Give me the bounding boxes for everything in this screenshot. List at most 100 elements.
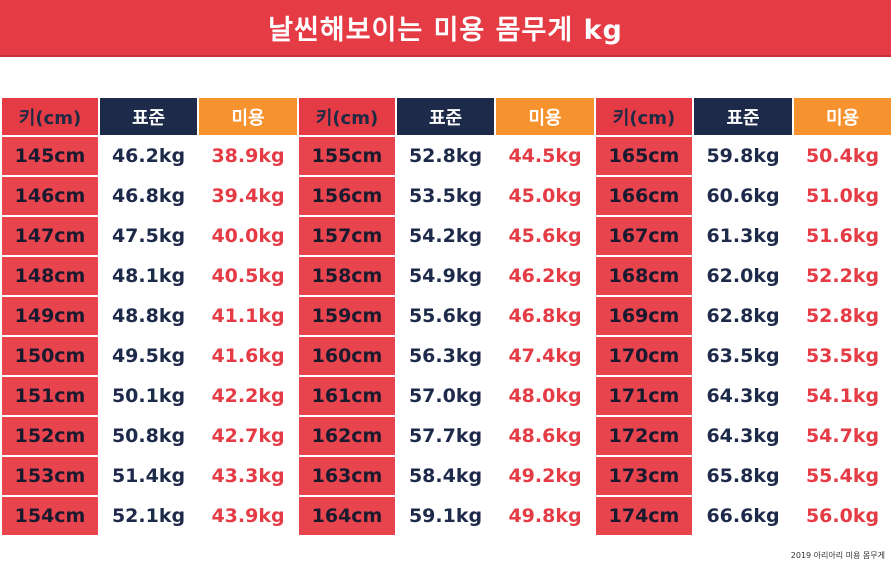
- height-cell: 165cm: [594, 135, 694, 177]
- height-cell: 163cm: [297, 455, 397, 497]
- beauty-weight-cell: 54.7kg: [792, 415, 891, 457]
- beauty-weight-cell: 54.1kg: [792, 375, 891, 417]
- standard-weight-cell: 59.1kg: [395, 495, 496, 537]
- beauty-weight-cell: 45.6kg: [494, 215, 596, 257]
- table-row: 151cm 50.1kg 42.2kg 161cm 57.0kg 48.0kg 171cm 6…: [0, 375, 891, 417]
- table-row: 152cm 50.8kg 42.7kg 162cm 57.7kg 48.6kg 172cm 6…: [0, 415, 891, 457]
- header-standard: 표준: [395, 96, 496, 137]
- height-cell: 172cm: [594, 415, 694, 457]
- table-row: 154cm 52.1kg 43.9kg 164cm 59.1kg 49.8kg 174cm 6…: [0, 495, 891, 537]
- beauty-weight-cell: 46.2kg: [494, 255, 596, 297]
- standard-weight-cell: 64.3kg: [692, 415, 794, 457]
- standard-weight-cell: 62.0kg: [692, 255, 794, 297]
- beauty-weight-cell: 52.2kg: [792, 255, 891, 297]
- height-cell: 174cm: [594, 495, 694, 537]
- table-row: 153cm 51.4kg 43.3kg 163cm 58.4kg 49.2kg 173cm 6…: [0, 455, 891, 497]
- height-cell: 147cm: [0, 215, 100, 257]
- table-row: 145cm 46.2kg 38.9kg 155cm 52.8kg 44.5kg 165cm 5…: [0, 135, 891, 177]
- standard-weight-cell: 51.4kg: [98, 455, 199, 497]
- header-height: 키(cm): [594, 96, 694, 137]
- beauty-weight-cell: 40.0kg: [197, 215, 299, 257]
- beauty-weight-cell: 44.5kg: [494, 135, 596, 177]
- standard-weight-cell: 59.8kg: [692, 135, 794, 177]
- header-beauty: 미용: [494, 96, 596, 137]
- height-cell: 162cm: [297, 415, 397, 457]
- title-banner: 날씬해보이는 미용 몸무게 kg: [0, 0, 891, 55]
- header-standard: 표준: [98, 96, 199, 137]
- height-cell: 153cm: [0, 455, 100, 497]
- standard-weight-cell: 52.8kg: [395, 135, 496, 177]
- height-cell: 155cm: [297, 135, 397, 177]
- beauty-weight-cell: 38.9kg: [197, 135, 299, 177]
- standard-weight-cell: 61.3kg: [692, 215, 794, 257]
- weight-table: 키(cm) 표준 미용 키(cm) 표준 미용 키(cm) 표준 미용 145c…: [0, 96, 891, 537]
- height-cell: 149cm: [0, 295, 100, 337]
- beauty-weight-cell: 40.5kg: [197, 255, 299, 297]
- beauty-weight-cell: 42.2kg: [197, 375, 299, 417]
- height-cell: 168cm: [594, 255, 694, 297]
- height-cell: 154cm: [0, 495, 100, 537]
- height-cell: 150cm: [0, 335, 100, 377]
- height-cell: 152cm: [0, 415, 100, 457]
- table-row: 146cm 46.8kg 39.4kg 156cm 53.5kg 45.0kg 166cm 6…: [0, 175, 891, 217]
- standard-weight-cell: 50.1kg: [98, 375, 199, 417]
- height-cell: 145cm: [0, 135, 100, 177]
- table-row: 149cm 48.8kg 41.1kg 159cm 55.6kg 46.8kg 169cm 6…: [0, 295, 891, 337]
- standard-weight-cell: 48.1kg: [98, 255, 199, 297]
- height-cell: 151cm: [0, 375, 100, 417]
- beauty-weight-cell: 53.5kg: [792, 335, 891, 377]
- height-cell: 170cm: [594, 335, 694, 377]
- beauty-weight-cell: 49.2kg: [494, 455, 596, 497]
- beauty-weight-cell: 56.0kg: [792, 495, 891, 537]
- standard-weight-cell: 46.8kg: [98, 175, 199, 217]
- height-cell: 156cm: [297, 175, 397, 217]
- header-beauty: 미용: [792, 96, 891, 137]
- standard-weight-cell: 53.5kg: [395, 175, 496, 217]
- standard-weight-cell: 50.8kg: [98, 415, 199, 457]
- standard-weight-cell: 60.6kg: [692, 175, 794, 217]
- standard-weight-cell: 49.5kg: [98, 335, 199, 377]
- standard-weight-cell: 46.2kg: [98, 135, 199, 177]
- standard-weight-cell: 63.5kg: [692, 335, 794, 377]
- height-cell: 173cm: [594, 455, 694, 497]
- beauty-weight-cell: 42.7kg: [197, 415, 299, 457]
- table-row: 147cm 47.5kg 40.0kg 157cm 54.2kg 45.6kg 167cm 6…: [0, 215, 891, 257]
- beauty-weight-cell: 51.6kg: [792, 215, 891, 257]
- beauty-weight-cell: 48.0kg: [494, 375, 596, 417]
- height-cell: 157cm: [297, 215, 397, 257]
- height-cell: 159cm: [297, 295, 397, 337]
- height-cell: 166cm: [594, 175, 694, 217]
- beauty-weight-cell: 46.8kg: [494, 295, 596, 337]
- standard-weight-cell: 62.8kg: [692, 295, 794, 337]
- title-divider: [0, 55, 891, 57]
- beauty-weight-cell: 55.4kg: [792, 455, 891, 497]
- height-cell: 167cm: [594, 215, 694, 257]
- beauty-weight-cell: 49.8kg: [494, 495, 596, 537]
- beauty-weight-cell: 39.4kg: [197, 175, 299, 217]
- beauty-weight-cell: 52.8kg: [792, 295, 891, 337]
- beauty-weight-cell: 43.9kg: [197, 495, 299, 537]
- beauty-weight-cell: 50.4kg: [792, 135, 891, 177]
- height-cell: 158cm: [297, 255, 397, 297]
- standard-weight-cell: 66.6kg: [692, 495, 794, 537]
- standard-weight-cell: 55.6kg: [395, 295, 496, 337]
- height-cell: 164cm: [297, 495, 397, 537]
- beauty-weight-cell: 47.4kg: [494, 335, 596, 377]
- header-beauty: 미용: [197, 96, 299, 137]
- beauty-weight-cell: 51.0kg: [792, 175, 891, 217]
- height-cell: 161cm: [297, 375, 397, 417]
- table-header-row: 키(cm) 표준 미용 키(cm) 표준 미용 키(cm) 표준 미용: [0, 96, 891, 137]
- standard-weight-cell: 52.1kg: [98, 495, 199, 537]
- standard-weight-cell: 56.3kg: [395, 335, 496, 377]
- standard-weight-cell: 57.0kg: [395, 375, 496, 417]
- header-height: 키(cm): [297, 96, 397, 137]
- table-row: 148cm 48.1kg 40.5kg 158cm 54.9kg 46.2kg 168cm 6…: [0, 255, 891, 297]
- header-height: 키(cm): [0, 96, 100, 137]
- standard-weight-cell: 58.4kg: [395, 455, 496, 497]
- height-cell: 169cm: [594, 295, 694, 337]
- beauty-weight-cell: 48.6kg: [494, 415, 596, 457]
- height-cell: 171cm: [594, 375, 694, 417]
- height-cell: 160cm: [297, 335, 397, 377]
- standard-weight-cell: 48.8kg: [98, 295, 199, 337]
- standard-weight-cell: 64.3kg: [692, 375, 794, 417]
